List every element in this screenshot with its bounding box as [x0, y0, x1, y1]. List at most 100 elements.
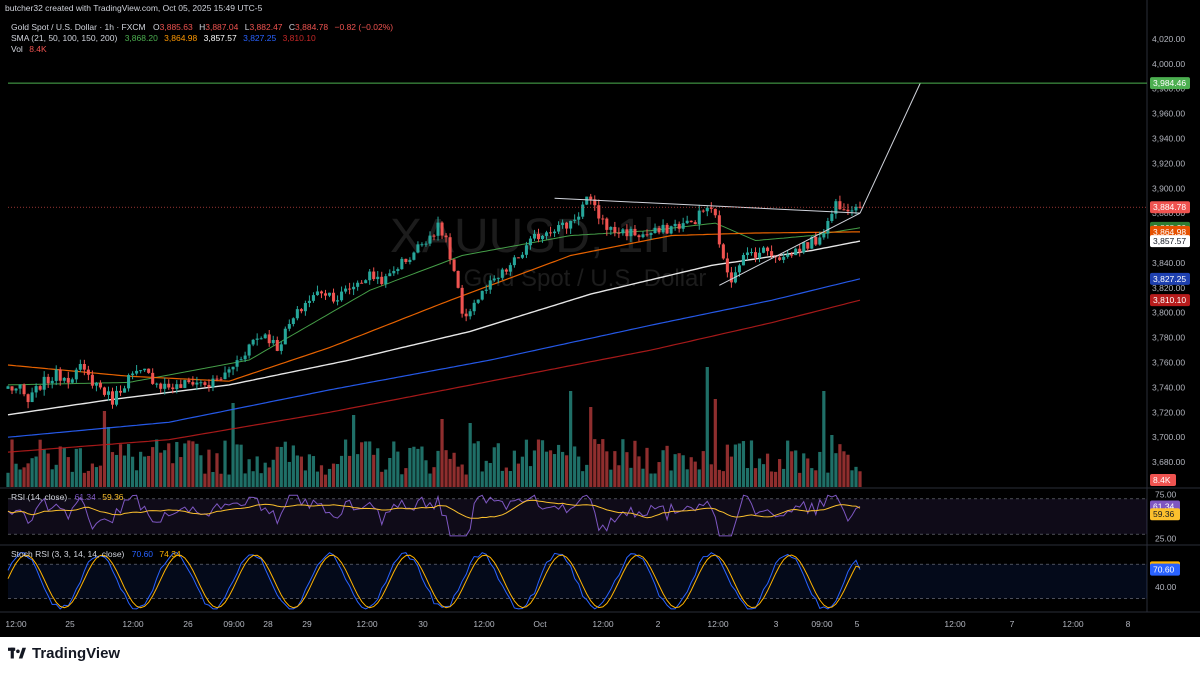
price-tick-label: 3,720.00 [1152, 407, 1185, 417]
volume-bar [134, 470, 139, 487]
candle-body [661, 224, 665, 233]
volume-bar [368, 441, 372, 487]
candle-body [737, 265, 741, 273]
candle-body [468, 311, 472, 317]
candle-body [573, 219, 577, 221]
volume-bar [790, 451, 794, 487]
legend-sma200-value: 3,810.10 [283, 33, 316, 43]
candle-body [625, 229, 629, 237]
chart-legend: butcher32 created with TradingView.com, … [5, 3, 393, 559]
time-tick-label: 12:00 [1062, 619, 1084, 629]
volume-bar [18, 469, 22, 487]
volume-bar [496, 443, 500, 487]
candle-body [159, 383, 163, 389]
legend-stoch-d-value: 74.34 [159, 549, 181, 559]
candle-body [327, 292, 332, 296]
volume-bar [118, 444, 123, 487]
volume-bar [705, 367, 709, 487]
candle-body [476, 299, 480, 303]
price-label-text: 3,827.25 [1153, 274, 1186, 284]
volume-bar [307, 454, 312, 487]
candle-body [721, 244, 725, 259]
candle-body [633, 228, 637, 236]
volume-bar [94, 467, 99, 487]
time-axis[interactable]: 12:00 25 12:00 26 09:00 28 29 12:00 30 12:00 Oct 12… [5, 619, 1130, 629]
volume-bar [721, 471, 725, 487]
candle-body [854, 206, 858, 211]
time-tick-label: 09:00 [811, 619, 833, 629]
volume-bar [717, 469, 721, 487]
price-axis[interactable]: 4,020.004,000.003,980.003,960.003,940.00… [1150, 34, 1190, 486]
volume-bar [295, 455, 299, 487]
rsi-band [8, 498, 1147, 535]
price-tick-label: 3,700.00 [1152, 432, 1185, 442]
candle-body [247, 344, 251, 356]
volume-bar [645, 447, 649, 487]
price-label: 3,857.57 [1150, 235, 1190, 248]
volume-bar [826, 472, 830, 487]
volume-bar [50, 469, 54, 487]
volume-bar [283, 441, 287, 487]
candle-body [147, 368, 151, 373]
volume-bar [147, 455, 151, 487]
candle-body [553, 231, 557, 234]
candle-body [749, 252, 754, 254]
candle-body [496, 277, 500, 279]
volume-bar [484, 460, 488, 487]
volume-bar [492, 447, 496, 487]
volume-bar [633, 440, 637, 487]
time-tick-label: 12:00 [5, 619, 27, 629]
legend-sma100-value: 3,857.57 [204, 33, 237, 43]
volume-bar [818, 451, 822, 487]
volume-bar [251, 471, 255, 487]
price-label-box [1150, 77, 1190, 90]
candle-body [348, 288, 352, 290]
volume-bar [70, 471, 74, 487]
time-tick-label: 29 [302, 619, 312, 629]
candle-body [271, 339, 275, 344]
rsi-value-text: 59.36 [1153, 509, 1175, 519]
candle-body [585, 196, 589, 205]
candle-body [677, 223, 681, 229]
candle-body [295, 309, 299, 319]
stoch-rsi-pane[interactable]: 40.00 74.34 70.60 [7, 552, 1180, 610]
price-label-text: 3,864.98 [1153, 227, 1186, 237]
volume-bar [243, 473, 247, 487]
rsi-tick-label: 75.00 [1155, 489, 1177, 499]
volume-bar [540, 440, 545, 487]
volume-bar [810, 468, 814, 487]
volume-bar [842, 451, 846, 487]
candle-body [460, 287, 464, 314]
volume-bar [86, 470, 90, 487]
volume-bar [532, 450, 537, 487]
volume-bar [347, 455, 352, 487]
tradingview-logo-icon [8, 647, 26, 659]
volume-bar [78, 448, 82, 487]
volume-bar [42, 449, 46, 487]
candle-body [191, 382, 195, 385]
candle-body [512, 257, 516, 266]
volume-bar [560, 451, 565, 487]
triangle-upper-line [554, 197, 861, 214]
legend-c-value: 3,884.78 [295, 22, 328, 32]
price-tick-label: 4,020.00 [1152, 34, 1185, 44]
candle-body [90, 374, 94, 386]
projection-line [859, 82, 921, 214]
volume-bar [794, 450, 798, 487]
drawing-layer[interactable] [8, 82, 1147, 286]
legend-l-value: 3,882.47 [249, 22, 282, 32]
time-tick-label: 12:00 [592, 619, 614, 629]
candle-body [472, 302, 476, 312]
candle-body [758, 252, 762, 258]
volume-bar [327, 468, 332, 487]
volume-bar [689, 457, 693, 487]
candle-layer[interactable] [6, 193, 862, 409]
volume-bar [761, 464, 766, 487]
candle-body [605, 218, 609, 230]
volume-bar [786, 440, 790, 487]
volume-bar [729, 456, 734, 487]
volume-bar [14, 463, 18, 487]
